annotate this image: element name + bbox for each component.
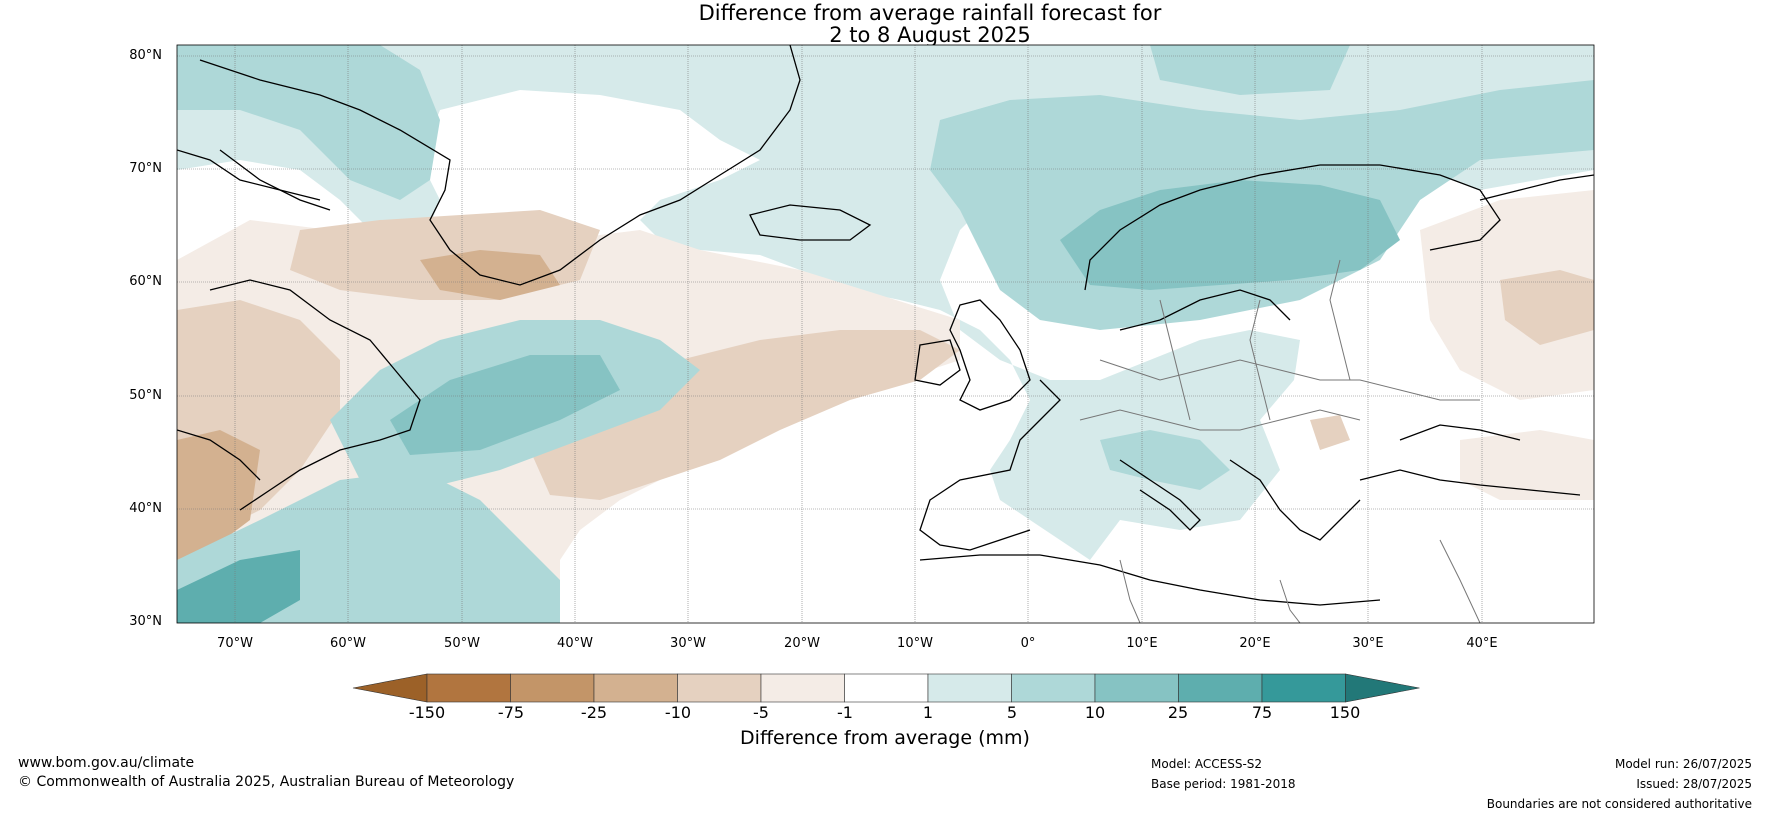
colorbar-extend-min [352,673,428,703]
colorbar-tick-label: -75 [497,703,525,722]
colorbar-bin [510,673,595,703]
colorbar-bin [844,673,929,703]
anomaly-region-mediterranean [1100,430,1230,490]
country-borders [1079,259,1481,623]
colorbar-tick-label: 75 [1251,703,1273,722]
colorbar-bin [1178,673,1263,703]
lon-tick-label: 60°W [330,636,366,651]
anomaly-region-atlantic-dry2 [530,330,960,500]
colorbar-bin [760,673,845,703]
lon-tick-label: 40°E [1466,636,1498,651]
rainfall-anomaly-field [177,45,1594,623]
colorbar-bin [593,673,678,703]
colorbar-tick-label: -1 [837,703,853,722]
colorbar-bin [1011,673,1096,703]
lon-tick-label: 70°W [217,636,253,651]
colorbar-tick-label: -10 [664,703,692,722]
map-title-line1: Difference from average rainfall forecas… [698,1,1162,25]
lat-tick-label: 60°N [129,274,162,289]
colorbar-bin [1094,673,1179,703]
colorbar-tick-label: 5 [1006,703,1018,722]
colorbar [352,673,1420,703]
anomaly-region-greenland-west [177,45,440,200]
colorbar-bin [927,673,1012,703]
issued-text: Issued: 28/07/2025 [1636,777,1752,791]
model-run-text: Model run: 26/07/2025 [1614,757,1752,771]
lon-tick-label: 10°E [1126,636,1158,651]
anomaly-region-arctic [177,45,1594,560]
coastlines [177,45,1594,606]
lon-tick-label: 20°E [1239,636,1271,651]
lon-tick-label: 30°W [670,636,706,651]
website-link[interactable]: www.bom.gov.au/climate [18,755,195,771]
anomaly-region-russia-dry-core [1500,270,1594,345]
lat-tick-label: 40°N [129,501,162,516]
lat-tick-label: 70°N [129,161,162,176]
lon-tick-label: 50°W [444,636,480,651]
colorbar-tick-label: -5 [753,703,769,722]
colorbar-tick-label: 25 [1167,703,1189,722]
anomaly-region-balkan-dry [1310,415,1350,450]
colorbar-bin [677,673,762,703]
colorbar-bin [426,673,511,703]
lon-tick-label: 40°W [557,636,593,651]
base-period-text: Base period: 1981-2018 [1151,777,1296,791]
anomaly-region-atlantic-wet-core [390,355,620,455]
lon-tick-label: 0° [1020,636,1036,651]
colorbar-tick-label: 10 [1084,703,1106,722]
lon-tick-label: 20°W [784,636,820,651]
anomaly-region-greenland-dry-core [420,250,560,300]
colorbar-bin [1261,673,1346,703]
anomaly-region-sw-atlantic-core [177,550,300,623]
anomaly-region-na-dry-core [177,430,260,560]
lat-tick-label: 30°N [129,614,162,629]
colorbar-extend-max [1345,673,1420,703]
colorbar-label: Difference from average (mm) [740,727,1030,749]
copyright-text: © Commonwealth of Australia 2025, Austra… [18,774,515,790]
lon-tick-label: 10°W [897,636,933,651]
colorbar-tick-label: 150 [1329,703,1361,722]
disclaimer-text: Boundaries are not considered authoritat… [1486,797,1752,811]
model-text: Model: ACCESS-S2 [1151,757,1263,771]
colorbar-tick-label: -25 [580,703,608,722]
map-frame [176,44,1595,624]
anomaly-region-scandinavia-core [1060,180,1400,290]
colorbar-tick-label: -150 [408,703,446,722]
lat-tick-label: 80°N [129,48,162,63]
anomaly-region-turkey-dry [1460,430,1594,500]
anomaly-region-northeast-teal [1150,45,1350,95]
map-title-line2: 2 to 8 August 2025 [829,23,1031,47]
lon-tick-label: 30°E [1352,636,1384,651]
graticule [177,45,1594,623]
colorbar-tick-label: 1 [922,703,934,722]
lat-tick-label: 50°N [129,388,162,403]
